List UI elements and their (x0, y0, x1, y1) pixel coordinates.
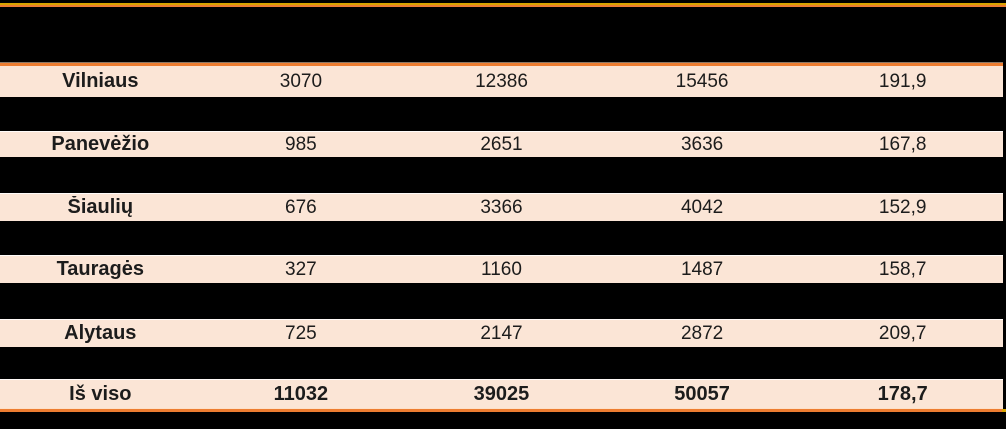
bottom-border-yellow-tick (1002, 409, 1006, 412)
cell-value: 3636 (680, 133, 724, 155)
table-row-taurages: Tauragės 327 1160 1487 158,7 (0, 255, 1003, 283)
total-row-label: Iš viso (69, 383, 132, 405)
cell-value: 209,7 (878, 322, 927, 344)
table-row-alytaus: Alytaus 725 2147 2872 209,7 (0, 319, 1003, 347)
table-header-row (0, 7, 1006, 63)
cell-value: 3070 (279, 70, 323, 92)
row-separator (0, 221, 1006, 255)
top-accent-rule (0, 3, 1006, 7)
cell-value: 1487 (680, 258, 724, 280)
table-row-vilniaus: Vilniaus 3070 12386 15456 191,9 (0, 66, 1003, 97)
row-separator (0, 97, 1006, 131)
row-label: Vilniaus (62, 70, 139, 92)
cell-value: 191,9 (878, 70, 927, 92)
total-cell-value: 50057 (674, 383, 730, 405)
header-bottom-border (0, 63, 1003, 66)
cell-value: 4042 (680, 196, 724, 218)
cell-value: 12386 (475, 70, 528, 92)
cell-value: 2651 (480, 133, 523, 155)
total-cell-value: 178,7 (877, 383, 928, 405)
table-row-panevezio: Panevėžio 985 2651 3636 167,8 (0, 131, 1003, 157)
cell-value: 985 (285, 133, 317, 155)
cell-value: 3366 (480, 196, 523, 218)
total-cell-value: 39025 (473, 383, 530, 405)
cell-value: 725 (285, 322, 317, 344)
row-label: Panevėžio (51, 133, 150, 155)
cell-value: 676 (285, 196, 317, 218)
cell-value: 15456 (675, 70, 729, 92)
row-separator (0, 283, 1006, 319)
total-cell-value: 11032 (273, 383, 329, 405)
row-label: Šiaulių (67, 196, 134, 218)
cell-value: 327 (285, 258, 317, 280)
row-separator (0, 157, 1006, 193)
table-row-siauliu: Šiaulių 676 3366 4042 152,9 (0, 193, 1003, 221)
cell-value: 1160 (481, 258, 522, 280)
row-label: Tauragės (56, 258, 145, 280)
cell-value: 167,8 (878, 133, 927, 155)
table-bottom-border (0, 409, 1006, 412)
cell-value: 2872 (680, 322, 724, 344)
cell-value: 158,7 (878, 258, 927, 280)
table-row-total: Iš viso 11032 39025 50057 178,7 (0, 379, 1003, 409)
cell-value: 152,9 (878, 196, 927, 218)
row-separator (0, 347, 1006, 379)
row-label: Alytaus (64, 322, 137, 344)
cell-value: 2147 (480, 322, 523, 344)
